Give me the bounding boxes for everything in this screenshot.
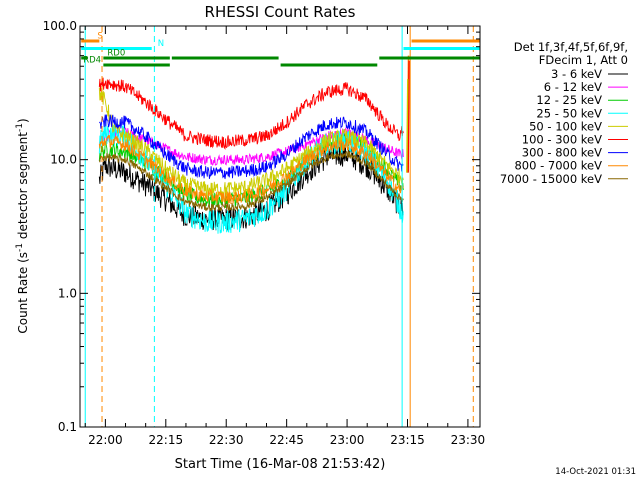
series-line-4 bbox=[98, 87, 404, 198]
legend-header-detectors: Det 1f,3f,4f,5f,6f,9f, bbox=[514, 40, 628, 54]
x-tick-label: 23:30 bbox=[451, 433, 486, 447]
legend-header-decimation: FDecim 1, Att 0 bbox=[539, 53, 628, 67]
y-axis-label-sup2: -1 bbox=[15, 123, 25, 132]
chart-title: RHESSI Count Rates bbox=[205, 3, 356, 21]
legend-entry-label: 25 - 50 keV bbox=[536, 106, 602, 120]
end-spike-2 bbox=[406, 79, 409, 173]
y-axis-label-end: ) bbox=[16, 118, 30, 123]
legend-entry-label: 300 - 800 keV bbox=[522, 146, 602, 160]
plot-frame bbox=[79, 25, 481, 428]
y-axis: 0.1 1.0 10.0 100.0 bbox=[43, 19, 480, 434]
x-tick-label: 22:15 bbox=[149, 433, 184, 447]
series-line-7 bbox=[98, 135, 404, 205]
end-spike-1 bbox=[407, 60, 410, 173]
plot-area: S N RD0 RD4 bbox=[81, 26, 480, 427]
y-tick-label: 10.0 bbox=[50, 153, 77, 167]
y-axis-label-main: Count Rate (s bbox=[16, 252, 30, 334]
flag-label-n: N bbox=[158, 39, 164, 49]
y-axis-label: Count Rate (s-1 detector segment-1) bbox=[15, 118, 30, 333]
series-line-6 bbox=[99, 114, 404, 180]
legend-entry-label: 7000 - 15000 keV bbox=[500, 172, 602, 186]
x-axis-label: Start Time (16-Mar-08 21:53:42) bbox=[175, 457, 386, 472]
flag-label-rd0: RD0 bbox=[107, 49, 125, 59]
y-axis-label-mid: detector segment bbox=[16, 132, 30, 243]
y-tick-label: 100.0 bbox=[43, 19, 77, 33]
legend-entry-label: 100 - 300 keV bbox=[522, 133, 602, 147]
legend-entry-label: 6 - 12 keV bbox=[544, 80, 602, 94]
legend-entry-label: 12 - 25 keV bbox=[536, 93, 602, 107]
y-tick-label: 1.0 bbox=[58, 286, 77, 300]
x-axis: 22:00 22:15 22:30 22:45 23:00 23:15 23:30 bbox=[84, 26, 486, 447]
flag-label-s: S bbox=[97, 32, 102, 42]
x-tick-label: 23:00 bbox=[330, 433, 365, 447]
flag-label-rd4: RD4 bbox=[83, 56, 101, 66]
x-tick-label: 22:45 bbox=[269, 433, 304, 447]
x-tick-label: 22:30 bbox=[209, 433, 244, 447]
legend-entry-label: 50 - 100 keV bbox=[529, 119, 602, 133]
footer-timestamp: 14-Oct-2021 01:31 bbox=[555, 467, 636, 477]
series-line-5 bbox=[98, 77, 404, 150]
legend-entry-label: 800 - 7000 keV bbox=[514, 159, 602, 173]
y-axis-label-sup1: -1 bbox=[15, 243, 25, 252]
legend-entry-label: 3 - 6 keV bbox=[551, 67, 602, 81]
series-line-8 bbox=[98, 150, 404, 213]
y-tick-label: 0.1 bbox=[58, 420, 77, 434]
x-tick-label: 23:15 bbox=[390, 433, 425, 447]
x-tick-label: 22:00 bbox=[88, 433, 123, 447]
legend: Det 1f,3f,4f,5f,6f,9f, FDecim 1, Att 0 3… bbox=[500, 40, 628, 186]
